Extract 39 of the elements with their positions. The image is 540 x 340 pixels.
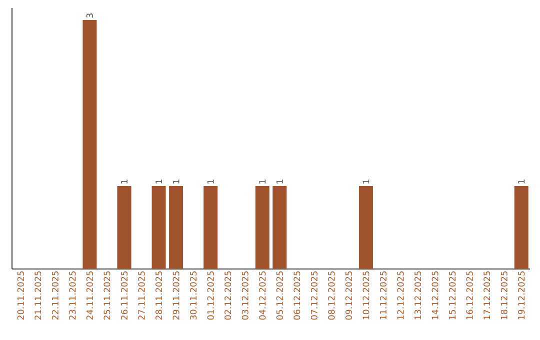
data-label: 1 — [156, 180, 162, 184]
x-tick-label: 19.12.2025 — [518, 271, 525, 320]
x-tick-label: 05.12.2025 — [276, 271, 283, 320]
x-tick-label: 09.12.2025 — [345, 271, 352, 320]
x-tick-label: 01.12.2025 — [207, 271, 214, 320]
x-tick-label: 26.11.2025 — [120, 271, 128, 320]
x-tick-label: 06.12.2025 — [294, 271, 300, 320]
x-tick-label: 12.12.2025 — [397, 271, 404, 320]
x-tick-label: 04.12.2025 — [259, 271, 266, 320]
x-tick-label: 22.11.2025 — [52, 271, 58, 320]
data-label: 1 — [259, 180, 266, 184]
data-label: 1 — [518, 180, 525, 184]
x-tick-label: 23.11.2025 — [69, 271, 76, 320]
x-tick-label: 27.11.2025 — [138, 271, 145, 320]
x-tick-label: 30.11.2025 — [190, 271, 197, 320]
x-tick-label: 10.12.2025 — [362, 271, 370, 320]
x-tick-label: 03.12.2025 — [242, 271, 248, 320]
x-tick-label: 08.12.2025 — [328, 271, 335, 320]
x-tick-label: 20.11.2025 — [17, 271, 24, 320]
x-tick-label: 02.12.2025 — [224, 271, 232, 320]
x-tick-label: 28.11.2025 — [156, 271, 162, 320]
x-tick-label: 17.12.2025 — [484, 271, 490, 320]
data-label: 1 — [121, 180, 128, 184]
data-label: 1 — [362, 180, 370, 184]
x-tick-label: 13.12.2025 — [414, 271, 422, 320]
x-tick-label: 29.11.2025 — [172, 271, 180, 320]
x-tick-label: 18.12.2025 — [500, 271, 508, 320]
data-label: 1 — [172, 180, 180, 184]
x-tick-label: 25.11.2025 — [104, 271, 110, 320]
data-label: 1 — [276, 180, 283, 184]
x-tick-label: 14.12.2025 — [432, 271, 438, 320]
x-tick-label: 16.12.2025 — [466, 271, 473, 320]
data-label: 1 — [207, 180, 214, 184]
x-tick-label: 11.12.2025 — [380, 271, 387, 320]
x-tick-label: 15.12.2025 — [449, 271, 456, 320]
x-tick-label: 24.11.2025 — [86, 271, 93, 320]
x-tick-label: 21.11.2025 — [34, 271, 42, 320]
x-tick-label: 07.12.2025 — [310, 271, 318, 320]
data-label: 3 — [86, 14, 93, 18]
